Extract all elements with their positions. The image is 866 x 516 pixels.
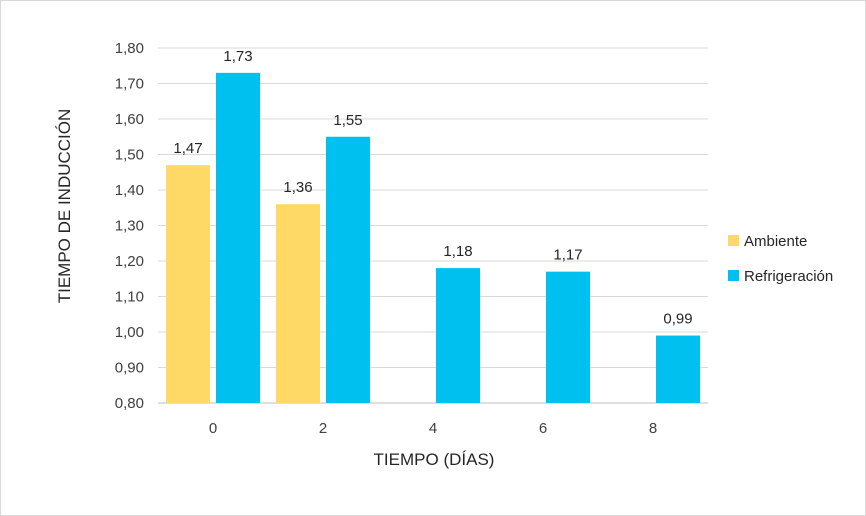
y-tick-label: 0,80 bbox=[115, 395, 144, 412]
bar-refrigeración bbox=[546, 271, 590, 403]
data-label: 1,18 bbox=[443, 243, 472, 260]
y-tick-label: 1,10 bbox=[115, 289, 144, 306]
data-labels: 1,47 1,73 1,36 1,55 1,18 1,17 0,99 bbox=[173, 48, 692, 328]
y-tick-label: 1,40 bbox=[115, 182, 144, 199]
y-tick-label: 1,60 bbox=[115, 111, 144, 128]
x-axis-ticks: 0 2 4 6 8 bbox=[209, 420, 657, 437]
y-tick-label: 1,80 bbox=[115, 40, 144, 57]
legend-label: Ambiente bbox=[744, 233, 807, 250]
x-tick-label: 8 bbox=[649, 420, 657, 437]
data-label: 1,17 bbox=[553, 247, 582, 264]
y-tick-label: 1,00 bbox=[115, 324, 144, 341]
legend-swatch bbox=[728, 270, 739, 281]
y-tick-label: 0,90 bbox=[115, 360, 144, 377]
bar-refrigeración bbox=[436, 268, 480, 403]
data-label: 1,55 bbox=[333, 112, 362, 129]
y-tick-label: 1,30 bbox=[115, 218, 144, 235]
data-label: 0,99 bbox=[663, 311, 692, 328]
y-axis-ticks: 0,80 0,90 1,00 1,10 1,20 1,30 1,40 1,50 1,60 1,70… bbox=[115, 40, 144, 412]
y-tick-label: 1,50 bbox=[115, 147, 144, 164]
data-label: 1,47 bbox=[173, 140, 202, 157]
data-label: 1,73 bbox=[223, 48, 252, 65]
legend-label: Refrigeración bbox=[744, 268, 833, 285]
bar-ambiente bbox=[166, 165, 210, 403]
y-tick-label: 1,20 bbox=[115, 253, 144, 270]
legend-swatch bbox=[728, 235, 739, 246]
bar-refrigeración bbox=[656, 335, 700, 403]
x-tick-label: 6 bbox=[539, 420, 547, 437]
legend: Ambiente Refrigeración bbox=[728, 233, 833, 285]
x-axis-title: TIEMPO (DÍAS) bbox=[374, 450, 495, 469]
bars bbox=[166, 72, 700, 403]
y-tick-label: 1,70 bbox=[115, 76, 144, 93]
bar-refrigeración bbox=[216, 72, 260, 403]
x-tick-label: 0 bbox=[209, 420, 217, 437]
x-tick-label: 4 bbox=[429, 420, 437, 437]
data-label: 1,36 bbox=[283, 179, 312, 196]
bar-ambiente bbox=[276, 204, 320, 403]
x-tick-label: 2 bbox=[319, 420, 327, 437]
bar-refrigeración bbox=[326, 136, 370, 403]
y-axis-title: TIEMPO DE INDUCCIÓN bbox=[55, 109, 74, 304]
